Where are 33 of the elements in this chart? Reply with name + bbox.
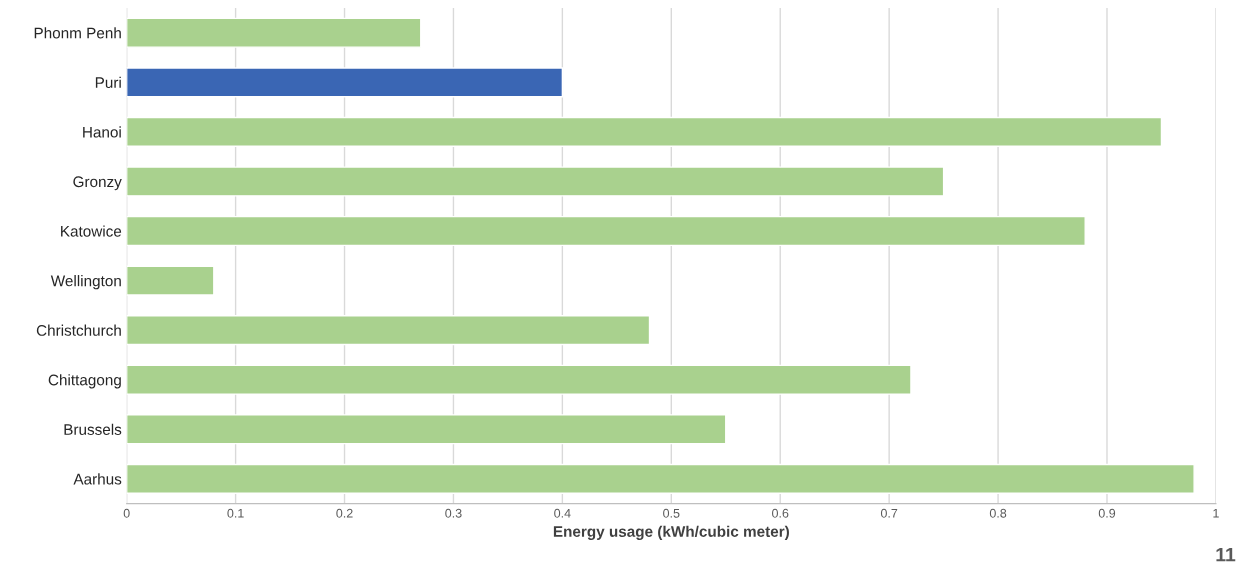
x-tick-label: 0.4 [554, 508, 571, 518]
x-axis-title: Energy usage (kWh/cubic meter) [553, 525, 789, 540]
y-tick-label: Aarhus [73, 473, 122, 485]
bar [126, 414, 727, 445]
x-tick-label: 0.3 [445, 508, 462, 518]
bar [126, 116, 1163, 147]
bar [126, 67, 564, 98]
bar [126, 364, 912, 395]
y-tick-label: Chittagong [48, 374, 121, 389]
x-tick-label: 0.1 [227, 508, 244, 518]
x-tick-label: 0 [123, 508, 130, 518]
bar [126, 17, 422, 48]
bar [126, 166, 945, 197]
bar [126, 265, 215, 296]
x-tick-label: 0.6 [772, 508, 789, 518]
y-tick-label: Wellington [50, 275, 121, 290]
x-tick-label: 0.2 [336, 508, 353, 518]
y-tick-label: Puri [95, 76, 121, 89]
bar [126, 315, 651, 346]
x-tick-label: 1 [1213, 508, 1219, 518]
y-tick-label: Brussels [64, 423, 122, 435]
y-tick-label: Gronzy [73, 176, 122, 191]
bar [126, 463, 1195, 494]
bar [126, 215, 1086, 247]
text: 11 [1216, 547, 1236, 562]
x-tick-label: 0.5 [663, 508, 680, 518]
y-tick-label: Katowice [61, 225, 122, 237]
x-tick-label: 0.7 [880, 508, 898, 518]
y-tick-label: Christchurch [36, 324, 121, 336]
y-tick-label: Hanoi [83, 126, 121, 138]
y-tick-label: Phonm Penh [34, 27, 121, 39]
x-tick-label: 0.9 [1098, 508, 1116, 518]
x-tick-label: 0.8 [989, 508, 1007, 518]
